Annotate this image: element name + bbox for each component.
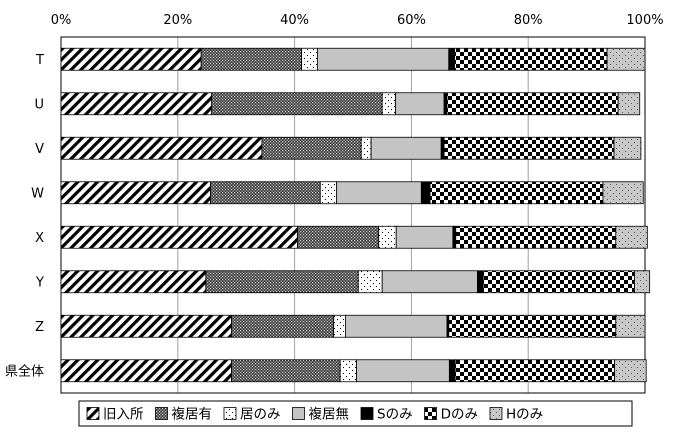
x-tick-label: 80%	[514, 13, 543, 28]
legend-swatch	[155, 407, 168, 420]
bar-segment	[60, 136, 263, 160]
category-label: 県全体	[5, 363, 44, 379]
x-tick-label: 40%	[280, 13, 309, 28]
bar-segment	[370, 136, 442, 160]
bar-segment	[613, 136, 642, 160]
bar-segment	[634, 270, 651, 294]
bar-segment	[476, 270, 484, 294]
bar-segment	[319, 181, 338, 205]
bar-segment	[210, 181, 321, 205]
bar-segment	[231, 314, 335, 338]
legend-label: 居のみ	[240, 407, 281, 423]
legend-label: 旧入所	[103, 407, 144, 423]
bar-segment	[357, 270, 383, 294]
bar-segment	[339, 359, 357, 383]
bar-segment	[381, 270, 478, 294]
bar-segment	[448, 314, 617, 338]
category-label: Y	[35, 275, 44, 290]
bar-segment	[333, 314, 346, 338]
legend-label: Hのみ	[506, 407, 543, 423]
legend-swatch	[360, 407, 374, 420]
bar-segment	[617, 92, 641, 116]
category-label: T	[35, 53, 44, 68]
legend-label: 複居無	[309, 406, 350, 423]
bar-segment	[395, 225, 454, 249]
bar-segment	[455, 225, 617, 249]
category-label: W	[31, 186, 44, 201]
legend-label: Sのみ	[377, 407, 413, 423]
bar-segment	[336, 181, 422, 205]
bar-segment	[205, 270, 359, 294]
bar-segment	[615, 314, 646, 338]
x-tick-label: 0%	[51, 13, 72, 28]
bar-segment	[614, 359, 647, 383]
bar-segment	[381, 92, 397, 116]
legend-swatch	[223, 407, 237, 420]
category-label: X	[35, 231, 44, 246]
bar-segment	[60, 92, 213, 116]
bar-segment	[429, 181, 604, 205]
x-tick-label: 20%	[163, 13, 192, 28]
category-label: V	[35, 142, 44, 157]
x-axis-ticks: 0% 20% 40% 60% 80% 100%	[51, 13, 664, 28]
y-axis-labels: T U V W X Y Z 県全体	[5, 53, 44, 380]
gridlines	[60, 36, 646, 394]
bar-segment	[360, 136, 372, 160]
x-tick-label: 100%	[626, 13, 663, 28]
legend-swatch	[489, 407, 503, 420]
bar-segment	[60, 181, 211, 205]
x-tick-label: 60%	[397, 13, 426, 28]
bar-segment	[231, 359, 341, 383]
legend-label: 複居有	[172, 406, 213, 423]
bar-segment	[316, 47, 450, 71]
bar-segment	[211, 92, 383, 116]
legend-swatch	[424, 407, 437, 420]
plot-area-border	[60, 36, 646, 394]
legend-label: Dのみ	[441, 407, 478, 423]
bar-segment	[356, 359, 450, 383]
bar-segment	[200, 47, 303, 71]
bar-segment	[395, 92, 445, 116]
category-label: U	[34, 97, 44, 112]
legend-swatch	[292, 407, 305, 420]
bar-segment	[60, 225, 298, 249]
bar-segment	[443, 136, 615, 160]
bar-segment	[420, 181, 431, 205]
bar-segment	[60, 270, 207, 294]
bar-segment	[443, 92, 448, 116]
bar-segment	[440, 136, 445, 160]
bar-segment	[448, 359, 456, 383]
bars	[60, 47, 651, 383]
bar-segment	[452, 225, 457, 249]
bar-segment	[615, 225, 648, 249]
bar-segment	[482, 270, 635, 294]
bar-segment	[454, 47, 608, 71]
bar-segment	[261, 136, 362, 160]
category-label: Z	[35, 320, 44, 335]
bar-segment	[448, 47, 456, 71]
legend: 旧入所 複居有 居のみ 複居無 Sのみ Dのみ Hのみ	[78, 400, 633, 427]
bar-segment	[378, 225, 397, 249]
bar-segment	[345, 314, 448, 338]
bar-segment	[301, 47, 318, 71]
bar-segment	[606, 47, 646, 71]
legend-box	[78, 400, 633, 427]
bar-segment	[60, 314, 232, 338]
bar-segment	[446, 92, 619, 116]
bar-segment	[454, 359, 616, 383]
bar-segment	[60, 47, 202, 71]
bar-segment	[602, 181, 644, 205]
legend-swatch	[86, 407, 100, 420]
bar-segment	[297, 225, 380, 249]
bar-segment	[60, 359, 232, 383]
